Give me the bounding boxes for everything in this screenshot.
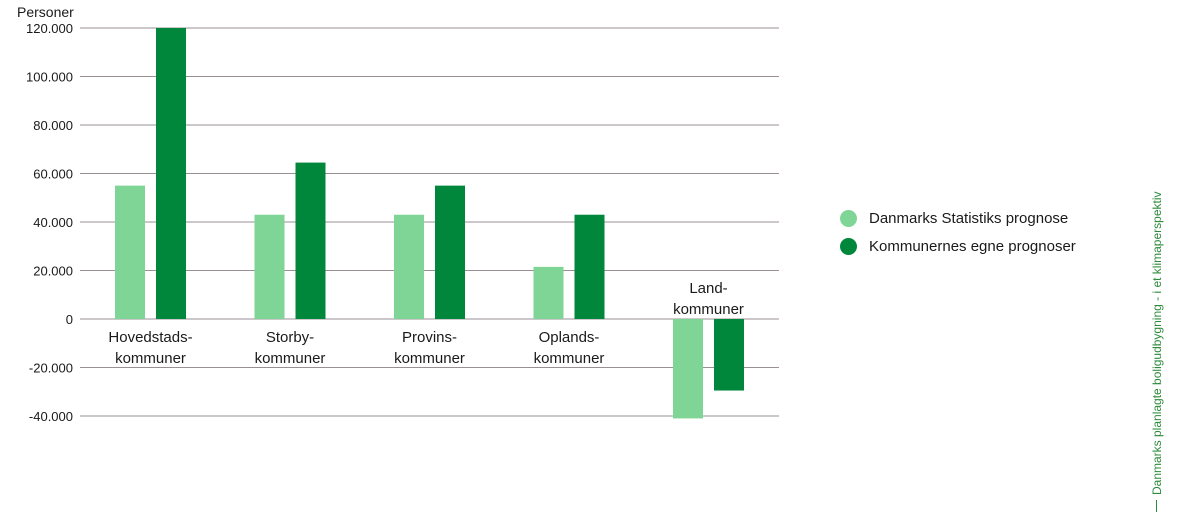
category-label: Storby-kommuner: [255, 329, 326, 367]
y-tick-label: 80.000: [33, 118, 73, 133]
gridlines: [80, 27, 779, 417]
category-label: Oplands-kommuner: [534, 329, 605, 367]
bar: [295, 162, 326, 319]
publication-title-vertical: Danmarks planlagte boligudbygning - i et…: [1150, 191, 1164, 496]
legend-item-kommunernes: Kommunernes egne prognoser: [840, 232, 1076, 260]
bar: [156, 28, 186, 319]
category-label: Provins-kommuner: [394, 329, 465, 367]
y-tick-labels: 120.000 100.000 80.000 60.000 40.000 20.000 0 -…: [26, 21, 73, 424]
bar: [435, 185, 465, 319]
y-tick-label: 60.000: [33, 167, 73, 182]
bar: [714, 319, 744, 391]
category-labels: Hovedstads-kommuner Storby-kommuner Provin…: [108, 280, 744, 367]
y-tick-label: 120.000: [26, 21, 73, 36]
legend: Danmarks Statistiks prognose Kommunernes…: [840, 204, 1076, 260]
y-tick-label: 20.000: [33, 264, 73, 279]
legend-label: Kommunernes egne prognoser: [869, 237, 1076, 255]
side-accent-line: [1156, 500, 1157, 512]
bar: [673, 319, 703, 419]
bars: [115, 28, 744, 419]
bar-chart: Personer 120.000 100.000 80.000 60.000 40.00…: [17, 4, 779, 424]
bar: [254, 214, 285, 319]
bar: [533, 266, 564, 319]
y-tick-label: 40.000: [33, 215, 73, 230]
y-axis-unit-label: Personer: [17, 4, 74, 20]
y-tick-label: -40.000: [29, 409, 73, 424]
bar: [394, 214, 424, 319]
legend-swatch-dark-green: [840, 237, 857, 255]
category-label: Land-kommuner: [673, 280, 744, 318]
category-label: Hovedstads-kommuner: [108, 329, 192, 367]
y-tick-label: 100.000: [26, 70, 73, 85]
y-tick-label: 0: [66, 312, 73, 327]
legend-swatch-light-green: [840, 209, 857, 227]
legend-item-danmarks-statistik: Danmarks Statistiks prognose: [840, 204, 1076, 232]
y-tick-label: -20.000: [29, 361, 73, 376]
legend-label: Danmarks Statistiks prognose: [869, 209, 1069, 227]
bar: [574, 214, 605, 319]
bar: [115, 185, 145, 319]
